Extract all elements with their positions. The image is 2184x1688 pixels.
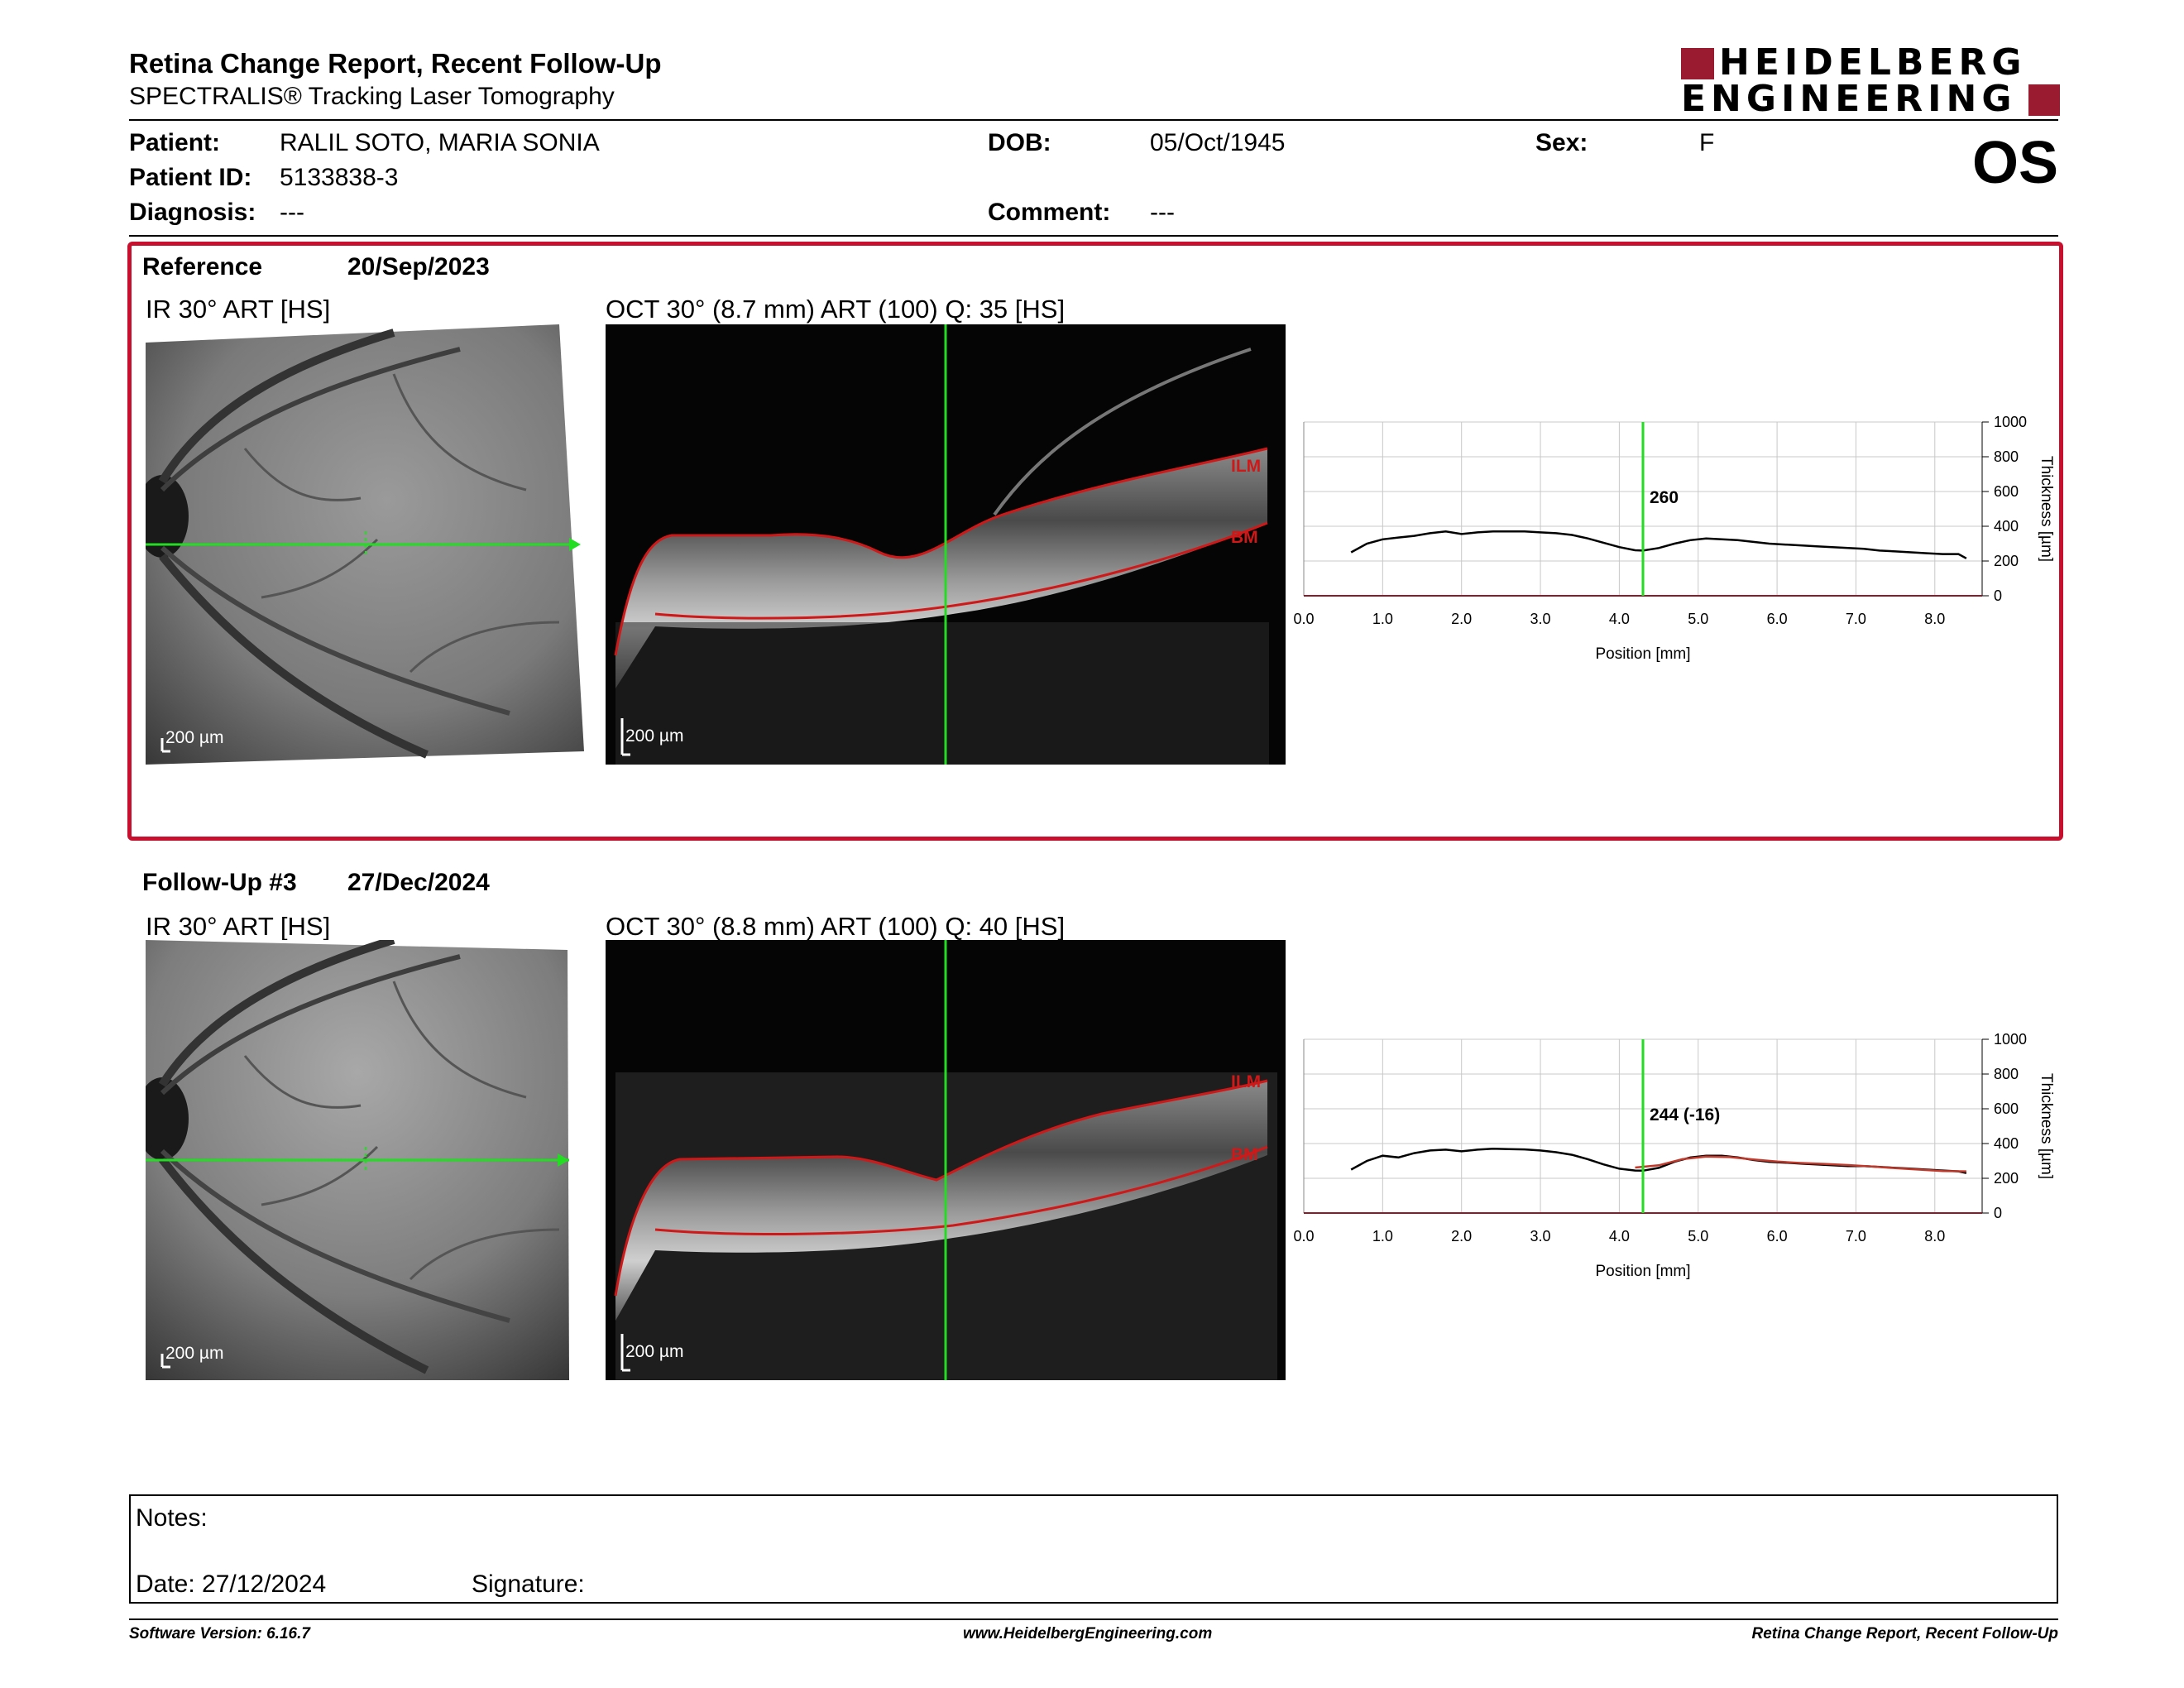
patient-id-label: Patient ID: (129, 164, 252, 191)
reference-oct-image (606, 324, 1286, 765)
sex-value: F (1699, 129, 1715, 156)
diagnosis-label: Diagnosis: (129, 199, 256, 226)
thickness-series-line (1635, 1155, 1966, 1172)
y-tick-label: 400 (1994, 518, 2019, 535)
header-divider (129, 119, 2058, 121)
sex-label: Sex: (1535, 129, 1588, 156)
patient-label: Patient: (129, 129, 221, 156)
followup-ir-label: IR 30° ART [HS] (146, 912, 331, 941)
y-axis-label: Thickness [µm] (2038, 1073, 2055, 1179)
reference-date: 20/Sep/2023 (347, 253, 490, 281)
followup-ir-scale: 200 µm (165, 1344, 224, 1363)
reference-label: Reference (142, 253, 263, 281)
comment-label: Comment: (988, 199, 1111, 226)
cursor-value-label: 244 (-16) (1650, 1105, 1720, 1125)
report-subtitle: SPECTRALIS® Tracking Laser Tomography (129, 83, 615, 110)
x-tick-label: 0.0 (1293, 611, 1314, 627)
dob-value: 05/Oct/1945 (1150, 129, 1286, 156)
reference-oct-scale: 200 µm (625, 727, 684, 746)
heidelberg-logo: HEIDELBERG ENGINEERING (1681, 41, 2060, 120)
x-tick-label: 8.0 (1924, 1228, 1945, 1244)
comment-value: --- (1150, 199, 1175, 226)
footer-report: Retina Change Report, Recent Follow-Up (1751, 1625, 2058, 1642)
x-tick-label: 1.0 (1372, 1228, 1393, 1244)
logo-line2: ENGINEERING (1681, 78, 2017, 120)
y-tick-label: 1000 (1994, 1031, 2027, 1048)
y-tick-label: 200 (1994, 553, 2019, 569)
x-tick-label: 7.0 (1846, 611, 1866, 627)
followup-ir-image (146, 940, 584, 1380)
x-tick-label: 7.0 (1846, 1228, 1866, 1244)
cursor-value-label: 260 (1650, 488, 1679, 507)
x-tick-label: 6.0 (1767, 611, 1788, 627)
report-title: Retina Change Report, Recent Follow-Up (129, 48, 662, 79)
reference-ir-image (146, 324, 584, 765)
reference-ilm-label: ILM (1231, 457, 1262, 476)
x-tick-label: 0.0 (1293, 1228, 1314, 1244)
y-tick-label: 600 (1994, 483, 2019, 500)
y-tick-label: 400 (1994, 1135, 2019, 1152)
x-tick-label: 2.0 (1451, 1228, 1472, 1244)
logo-square-top (1681, 48, 1714, 79)
followup-oct-scale: 200 µm (625, 1342, 684, 1361)
x-axis-label: Position [mm] (1595, 1263, 1690, 1280)
eye-indicator: OS (1971, 130, 2058, 196)
y-axis-label: Thickness [µm] (2038, 456, 2055, 562)
followup-date: 27/Dec/2024 (347, 869, 490, 896)
y-tick-label: 800 (1994, 1066, 2019, 1082)
footer-website: www.HeidelbergEngineering.com (963, 1625, 1213, 1642)
x-axis-label: Position [mm] (1595, 645, 1690, 663)
followup-label: Follow-Up #3 (142, 869, 297, 896)
x-tick-label: 1.0 (1372, 611, 1393, 627)
followup-oct-label: OCT 30° (8.8 mm) ART (100) Q: 40 [HS] (606, 912, 1066, 941)
footer-software: Software Version: 6.16.7 (129, 1625, 310, 1642)
reference-box (127, 242, 2063, 841)
y-tick-label: 1000 (1994, 414, 2027, 430)
reference-bm-label: BM (1231, 528, 1258, 547)
diagnosis-value: --- (280, 199, 304, 226)
logo-square-bottom (2028, 84, 2060, 116)
reference-thickness-chart: 0.0 1.0 2.0 3.0 4.0 5.0 6.0 7.0 8.0 0 200 400 600 800… (1293, 414, 2055, 663)
x-tick-label: 2.0 (1451, 611, 1472, 627)
x-tick-label: 4.0 (1609, 1228, 1630, 1244)
reference-oct-label: OCT 30° (8.7 mm) ART (100) Q: 35 [HS] (606, 295, 1066, 324)
y-tick-label: 0 (1994, 1205, 2002, 1221)
logo-line1: HEIDELBERG (1719, 41, 2027, 84)
notes-box: Notes: Date: 27/12/2024 Signature: (129, 1494, 2058, 1604)
x-tick-label: 5.0 (1688, 611, 1708, 627)
dob-label: DOB: (988, 129, 1051, 156)
patient-name: RALIL SOTO, MARIA SONIA (280, 129, 600, 156)
y-tick-label: 800 (1994, 448, 2019, 465)
thickness-series-line (1350, 530, 1967, 559)
footer-divider (129, 1618, 2058, 1620)
y-tick-label: 0 (1994, 587, 2002, 604)
y-tick-label: 200 (1994, 1170, 2019, 1187)
x-tick-label: 3.0 (1530, 1228, 1551, 1244)
signature-label: Signature: (472, 1571, 585, 1598)
x-tick-label: 8.0 (1924, 611, 1945, 627)
x-tick-label: 3.0 (1530, 611, 1551, 627)
patient-id: 5133838-3 (280, 164, 399, 191)
x-tick-label: 5.0 (1688, 1228, 1708, 1244)
notes-label: Notes: (136, 1504, 208, 1532)
notes-date: Date: 27/12/2024 (136, 1571, 327, 1598)
y-tick-label: 600 (1994, 1101, 2019, 1117)
reference-ir-label: IR 30° ART [HS] (146, 295, 331, 324)
thickness-series-line (1350, 1148, 1967, 1174)
followup-ilm-label: ILM (1231, 1072, 1262, 1091)
followup-oct-image (606, 940, 1286, 1380)
followup-thickness-chart: 0.0 1.0 2.0 3.0 4.0 5.0 6.0 7.0 8.0 0 200 400 600 800… (1293, 1031, 2055, 1280)
patient-divider (129, 235, 2058, 237)
reference-ir-scale: 200 µm (165, 728, 224, 747)
x-tick-label: 4.0 (1609, 611, 1630, 627)
followup-bm-label: BM (1231, 1145, 1258, 1164)
x-tick-label: 6.0 (1767, 1228, 1788, 1244)
